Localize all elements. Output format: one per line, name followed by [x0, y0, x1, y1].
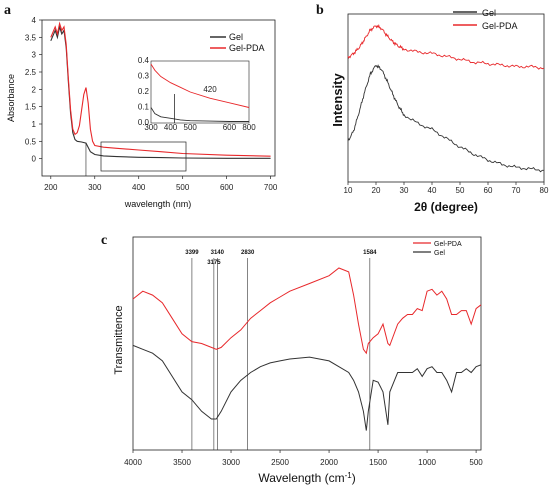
b-x-tick-label: 60: [484, 186, 493, 195]
c-x-tick-label: 3500: [173, 458, 191, 467]
inset-y-tick-label: 0.2: [138, 87, 150, 96]
inset-x-tick-label: 300: [144, 123, 158, 132]
a-y-tick-label: 2: [32, 85, 37, 94]
legend-b-gel-label: Gel: [482, 8, 496, 18]
c-x-tick-label: 2500: [271, 458, 289, 467]
b-series-gel-pda-line: [347, 24, 545, 70]
a-y-tick-label: 1: [32, 120, 37, 129]
c-x-tick-label: 500: [469, 458, 483, 467]
panel-b-x-axis-label: 2θ (degree): [414, 200, 478, 214]
panel-b-plot-frame: [347, 13, 545, 183]
a-y-tick-label: 4: [32, 16, 37, 25]
a-x-tick-label: 200: [44, 183, 58, 192]
panel-c-y-axis-label: Transmittence: [113, 305, 125, 374]
panel-a-absorbance-chart: 200 300 400 500 600 700 0 0.5 1 1.5 2 2.5 3 3.5 4 wav…: [6, 16, 278, 209]
c-reference-label: 3399: [185, 250, 199, 256]
panel-a-legend: Gel Gel-PDA: [210, 32, 265, 53]
a-y-tick-label: 0.5: [25, 137, 37, 146]
panel-b-xrd-chart: 10 20 30 40 50 60 70 80 2θ (degree) Intensity G…: [330, 8, 549, 214]
panel-c-plot-frame: [132, 236, 482, 451]
panel-c-letter: c: [101, 233, 107, 248]
panel-c-x-axis-label: Wavelength (cm-1): [258, 471, 355, 485]
inset-y-tick-label: 0.4: [138, 56, 150, 65]
a-x-tick-label: 700: [264, 183, 278, 192]
panel-a-inset-frame: [150, 60, 250, 124]
inset-x-tick-label: 600: [223, 123, 237, 132]
legend-gel-pda-label: Gel-PDA: [229, 43, 265, 53]
inset-y-tick-label: 0.3: [138, 72, 150, 81]
c-x-tick-label: 1500: [369, 458, 387, 467]
a-x-tick-label: 300: [88, 183, 102, 192]
legend-c-gel-label: Gel: [434, 250, 445, 257]
c-reference-label: 1584: [363, 250, 377, 256]
inset-x-tick-label: 500: [184, 123, 198, 132]
b-x-tick-label: 20: [372, 186, 381, 195]
inset-x-tick-label: 800: [242, 123, 256, 132]
inset-series-gel-pda-line: [150, 63, 250, 108]
a-y-tick-label: 0: [32, 155, 37, 164]
inset-x-tick-label: 400: [164, 123, 178, 132]
c-x-tick-label: 4000: [124, 458, 142, 467]
legend-b-gel-pda-label: Gel-PDA: [482, 21, 518, 31]
panel-a-zoom-box: [100, 141, 187, 172]
panel-c-ftir-chart: 4000 3500 3000 2500 2000 1500 1000 500 3399 3175…: [113, 236, 483, 485]
b-series-gel-line: [347, 64, 544, 173]
legend-c-gel-pda-label: Gel-PDA: [434, 241, 462, 248]
panel-a-plot-frame: [41, 19, 276, 177]
panel-b-legend: Gel Gel-PDA: [453, 8, 518, 31]
legend-gel-label: Gel: [229, 32, 243, 42]
a-y-tick-label: 1.5: [25, 103, 37, 112]
panel-b-letter: b: [316, 3, 324, 18]
a-x-tick-label: 500: [176, 183, 190, 192]
a-y-tick-label: 3.5: [25, 33, 37, 42]
panel-a-inset: 300 400 500 600 800 0.0 0.1 0.2 0.3 0.4 420: [138, 56, 256, 132]
a-y-tick-label: 3: [32, 51, 37, 60]
b-x-tick-label: 10: [344, 186, 353, 195]
a-series-gel-pda-line: [50, 21, 271, 157]
b-x-tick-label: 40: [428, 186, 437, 195]
a-y-tick-label: 2.5: [25, 68, 37, 77]
c-reference-label: 3175: [207, 260, 221, 266]
c-x-tick-label: 3000: [222, 458, 240, 467]
c-x-tick-label: 2000: [320, 458, 338, 467]
b-x-tick-label: 30: [400, 186, 409, 195]
panel-c-legend: Gel-PDA Gel: [413, 241, 462, 257]
a-x-tick-label: 400: [132, 183, 146, 192]
c-series-gel-line: [132, 344, 482, 431]
c-x-tick-label: 1000: [418, 458, 436, 467]
c-reference-label: 2830: [241, 250, 255, 256]
inset-y-tick-label: 0.1: [138, 103, 150, 112]
b-x-tick-label: 50: [456, 186, 465, 195]
b-x-tick-label: 70: [512, 186, 521, 195]
inset-y-tick-label: 0.0: [138, 118, 150, 127]
panel-b-y-axis-label: Intensity: [330, 73, 345, 127]
panel-a-letter: a: [4, 3, 11, 18]
panel-a-x-axis-label: wavelength (nm): [124, 199, 192, 209]
a-series-gel-line: [50, 24, 271, 159]
a-x-tick-label: 600: [220, 183, 234, 192]
inset-series-gel-line: [150, 107, 249, 122]
c-reference-label: 3140: [211, 250, 225, 256]
b-x-tick-label: 80: [540, 186, 549, 195]
panel-a-y-axis-label: Absorbance: [6, 74, 16, 122]
c-series-gel-pda-line: [132, 267, 482, 355]
inset-420-label: 420: [203, 85, 217, 94]
